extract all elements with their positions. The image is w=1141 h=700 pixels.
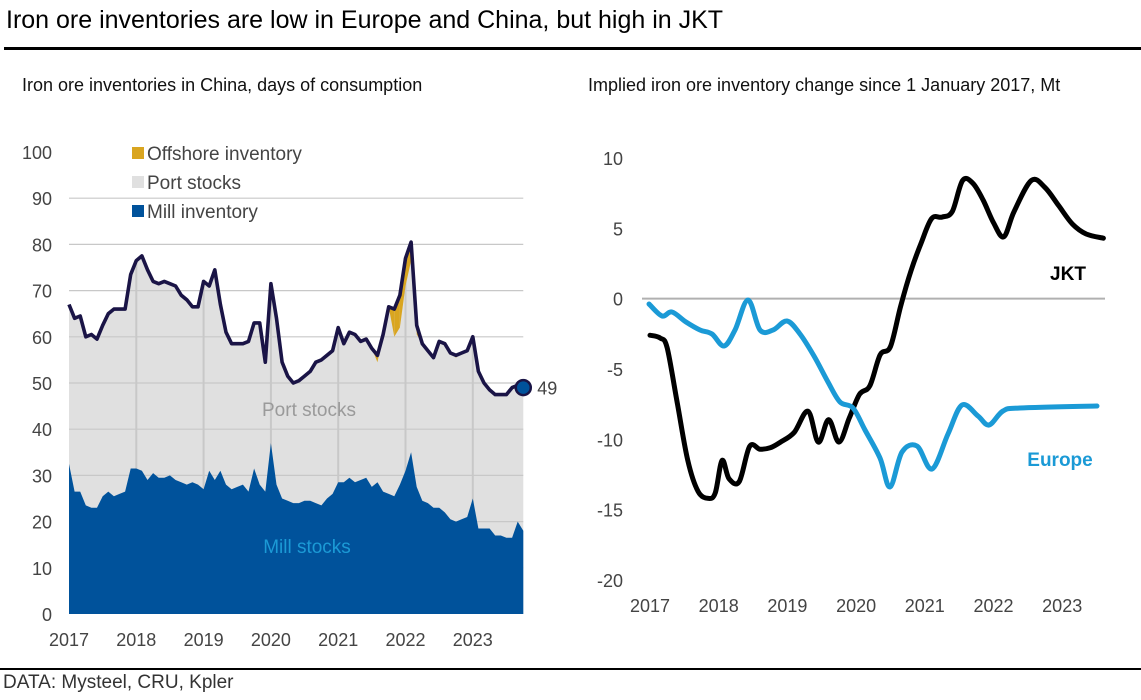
x-tick-label: 2018 xyxy=(699,596,739,616)
offshore-inventory-segment xyxy=(371,348,378,363)
right-chart-title: Implied iron ore inventory change since … xyxy=(588,75,1061,95)
main-title: Iron ore inventories are low in Europe a… xyxy=(6,6,724,34)
x-tick-label: 2021 xyxy=(905,596,945,616)
x-tick-label: 2020 xyxy=(836,596,876,616)
left-chart: 49 0 10 20 30 40 50 60 70 80 90 100 2017 2018 2019 2020… xyxy=(22,143,557,650)
y-tick-label: 60 xyxy=(32,328,52,348)
y-tick-label: 0 xyxy=(613,290,623,310)
right-chart: 10 5 0 -5 -10 -15 -20 2017 2018 2019 2020 2021 2022 2… xyxy=(597,149,1106,616)
latest-value-label: 49 xyxy=(537,379,557,399)
legend-swatch-port xyxy=(132,176,144,188)
y-tick-label: 10 xyxy=(603,149,623,169)
port-stocks-label: Port stocks xyxy=(262,400,356,421)
y-tick-label: -5 xyxy=(607,360,623,380)
y-tick-label: 20 xyxy=(32,513,52,533)
y-tick-label: 0 xyxy=(42,605,52,625)
offshore-inventory-segment xyxy=(388,306,395,337)
y-tick-label: 40 xyxy=(32,420,52,440)
left-chart-title: Iron ore inventories in China, days of c… xyxy=(22,75,423,95)
y-tick-label: 5 xyxy=(613,219,623,239)
title-rule xyxy=(4,47,1141,50)
total-inventory-line xyxy=(67,240,524,397)
jkt-line xyxy=(647,175,1106,501)
x-tick-label: 2023 xyxy=(453,630,493,650)
x-tick-label: 2022 xyxy=(973,596,1013,616)
legend-swatch-offshore xyxy=(132,147,144,159)
x-tick-label: 2023 xyxy=(1042,596,1082,616)
europe-line xyxy=(646,297,1100,490)
y-tick-label: -20 xyxy=(597,571,623,591)
x-tick-label: 2019 xyxy=(767,596,807,616)
y-tick-label: 50 xyxy=(32,374,52,394)
y-tick-label: -15 xyxy=(597,501,623,521)
legend-label-offshore: Offshore inventory xyxy=(147,144,302,165)
y-tick-label: 90 xyxy=(32,189,52,209)
x-tick-label: 2018 xyxy=(116,630,156,650)
footer-rule xyxy=(0,668,1141,670)
x-tick-label: 2020 xyxy=(251,630,291,650)
x-tick-label: 2021 xyxy=(318,630,358,650)
mill-inventory-area xyxy=(69,443,524,614)
y-tick-label: 10 xyxy=(32,559,52,579)
y-tick-label: -10 xyxy=(597,430,623,450)
legend-swatch-mill xyxy=(132,205,144,217)
y-tick-label: 70 xyxy=(32,282,52,302)
jkt-label: JKT xyxy=(1050,264,1086,285)
x-tick-label: 2022 xyxy=(385,630,425,650)
x-tick-label: 2019 xyxy=(184,630,224,650)
legend-label-mill: Mill inventory xyxy=(147,202,258,223)
y-tick-label: 100 xyxy=(22,143,52,163)
legend-label-port: Port stocks xyxy=(147,173,241,194)
europe-label: Europe xyxy=(1027,450,1092,471)
y-tick-label: 30 xyxy=(32,466,52,486)
source-note: DATA: Mysteel, CRU, Kpler xyxy=(3,672,234,693)
x-tick-label: 2017 xyxy=(49,630,89,650)
y-tick-label: 80 xyxy=(32,235,52,255)
offshore-inventory-segment xyxy=(405,242,412,286)
mill-stocks-label: Mill stocks xyxy=(263,537,351,558)
latest-value-marker xyxy=(514,378,533,397)
x-tick-label: 2017 xyxy=(630,596,670,616)
